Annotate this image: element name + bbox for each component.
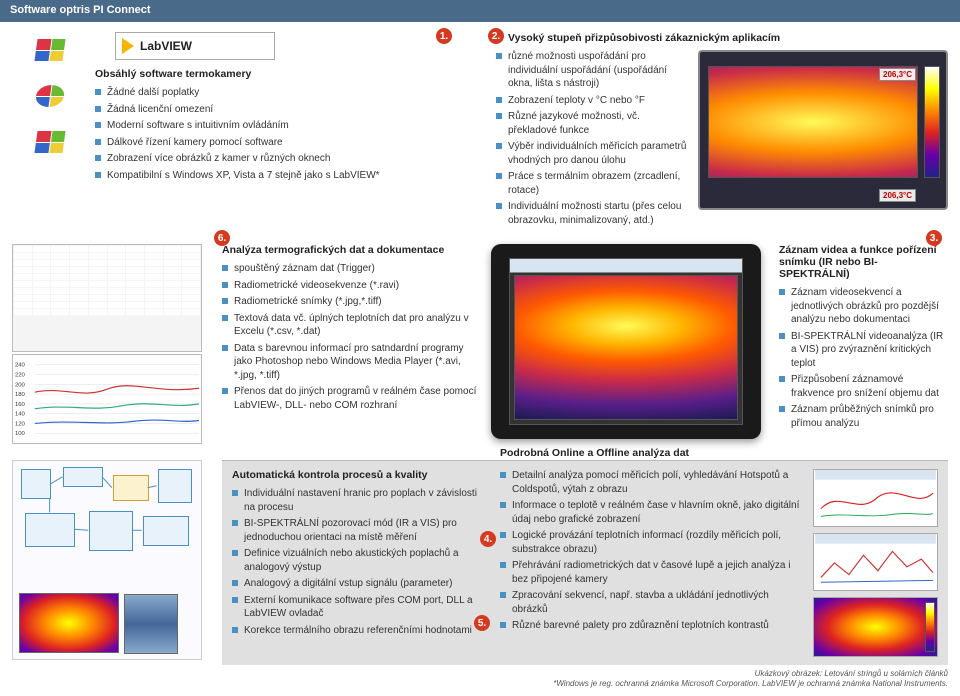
list-item: Individuální nastavení hranic pro poplac… — [232, 487, 482, 514]
labview-text: LabVIEW — [140, 39, 192, 53]
list-item: Moderní software s intuitivním ovládáním — [95, 119, 482, 133]
list-item: Zobrazení více obrázků z kamer v různých… — [95, 152, 482, 166]
header-title: Software optris PI Connect — [10, 4, 151, 16]
trend-chart: 240 220 200 180 160 140 120 100 — [12, 354, 202, 444]
data-visual-block: 240 220 200 180 160 140 120 100 — [12, 244, 202, 444]
s1-right-list: různé možnosti uspořádání pro individuál… — [496, 50, 690, 230]
footnote-line: Ukázkový obrázek: Letování stringů u sol… — [222, 669, 948, 679]
labview-icon — [122, 38, 134, 54]
temp-label: 206,3°C — [879, 68, 916, 81]
badge-4: 4. — [480, 531, 496, 547]
s3-right-title: Podrobná Online a Offline analýza dat — [500, 447, 938, 459]
tablet-toolbar — [510, 259, 742, 273]
content-area: LabVIEW Obsáhlý software termokamery Žád… — [0, 22, 960, 696]
s3-right-list: Detailní analýza pomocí měřicích polí, v… — [500, 469, 803, 657]
s2-right-title: Záznam videa a funkce pořízení snímku (I… — [779, 244, 948, 280]
process-diagram — [12, 460, 202, 660]
list-item: Dálkové řízení kamery pomocí software — [95, 136, 482, 150]
list-item: spouštěný záznam dat (Trigger) — [222, 262, 477, 276]
labview-logo: LabVIEW — [115, 32, 275, 60]
list-item: Data s barevnou informací pro satndardní… — [222, 342, 477, 383]
thermal-image — [19, 593, 119, 653]
tablet-device — [491, 244, 761, 439]
right-previews — [813, 469, 938, 657]
list-item: Textová data vč. úplných teplotních dat … — [222, 312, 477, 339]
list-item: Externí komunikace software přes COM por… — [232, 594, 482, 621]
list-item: Individuální možnosti startu (přes celou… — [496, 200, 690, 227]
list-item: různé možnosti uspořádání pro individuál… — [496, 50, 690, 91]
mini-thermal — [813, 597, 938, 657]
list-item: Záznam průběžných snímků pro přímou anal… — [779, 403, 948, 430]
section-3: Automatická kontrola procesů a kvality I… — [12, 460, 948, 690]
list-item: Zobrazení teploty v °C nebo °F — [496, 94, 690, 108]
section-1: LabVIEW Obsáhlý software termokamery Žád… — [12, 32, 948, 230]
svg-text:140: 140 — [15, 412, 26, 418]
s3-left-title: Automatická kontrola procesů a kvality — [232, 469, 482, 481]
grey-box: Automatická kontrola procesů a kvality I… — [222, 460, 948, 665]
s1-left-list: Žádné další poplatky Žádná licenční omez… — [95, 86, 482, 182]
list-item: Informace o teplotě v reálném čase v hla… — [500, 499, 803, 526]
list-item: Přehrávání radiometrických dat v časové … — [500, 559, 803, 586]
list-item: Záznam videosekvencí a jednotlivých obrá… — [779, 286, 948, 327]
thermal-image — [514, 275, 738, 420]
list-item: BI-SPEKTRÁLNÍ pozorovací mód (IR a VIS) … — [232, 517, 482, 544]
list-item: Výběr individuálních měřicích parametrů … — [496, 140, 690, 167]
s1-left-title: Obsáhlý software termokamery — [95, 68, 482, 80]
badge-3: 3. — [926, 230, 942, 246]
windows-vista-logo — [20, 78, 80, 114]
list-item: Přizpůsobení záznamové frakvence pro sní… — [779, 373, 948, 400]
temp-label: 206,3°C — [879, 189, 916, 202]
svg-text:220: 220 — [15, 373, 26, 379]
list-item: Definice vizuálních nebo akustických pop… — [232, 547, 482, 574]
list-item: Různé barevné palety pro zdůraznění tepl… — [500, 619, 803, 633]
list-item: Žádné další poplatky — [95, 86, 482, 100]
list-item: Práce s termálním obrazem (zrcadlení, ro… — [496, 170, 690, 197]
svg-text:200: 200 — [15, 382, 26, 388]
windows-xp-logo — [20, 32, 80, 68]
badge-1: 1. — [436, 28, 452, 44]
spreadsheet-preview — [12, 244, 202, 352]
section-2: 240 220 200 180 160 140 120 100 6. Analý… — [12, 244, 948, 444]
thermal-image — [708, 66, 918, 178]
windows-7-logo — [20, 124, 80, 160]
mini-chart-1 — [813, 469, 938, 527]
tablet-screen — [509, 258, 743, 425]
list-item: Radiometrické snímky (*.jpg,*.tiff) — [222, 295, 477, 309]
s3-left-list: Individuální nastavení hranic pro poplac… — [232, 487, 482, 637]
list-item: BI-SPEKTRÁLNÍ videoanalýza (IR a VIS) pr… — [779, 330, 948, 371]
s1-right-title: Vysoký stupeň přizpůsobivosti zákaznický… — [496, 32, 948, 44]
badge-2: 2. — [488, 28, 504, 44]
list-item: Různé jazykové možnosti, vč. překladové … — [496, 110, 690, 137]
svg-text:160: 160 — [15, 402, 26, 408]
list-item: Logické provázání teplotních informací (… — [500, 529, 803, 556]
list-item: Analogový a digitální vstup signálu (par… — [232, 577, 482, 591]
footnote: Ukázkový obrázek: Letování stringů u sol… — [222, 669, 948, 690]
footnote-line: *Windows je reg. ochranná známka Microso… — [222, 679, 948, 689]
mini-chart-2 — [813, 533, 938, 591]
badge-5: 5. — [474, 615, 490, 631]
list-item: Přenos dat do jiných programů v reálném … — [222, 385, 477, 412]
list-item: Korekce termálního obrazu referenčními h… — [232, 624, 482, 638]
header-bar: Software optris PI Connect — [0, 0, 960, 22]
svg-text:240: 240 — [15, 363, 26, 369]
list-item: Radiometrické videosekvenze (*.ravi) — [222, 279, 477, 293]
list-item: Kompatibilní s Windows XP, Vista a 7 ste… — [95, 169, 482, 183]
svg-text:100: 100 — [15, 431, 26, 437]
svg-text:120: 120 — [15, 421, 26, 427]
list-item: Žádná licenční omezení — [95, 103, 482, 117]
color-scale — [924, 66, 940, 178]
s2-left-list: spouštěný záznam dat (Trigger) Radiometr… — [222, 262, 477, 412]
badge-6: 6. — [214, 230, 230, 246]
s2-right-list: Záznam videosekvencí a jednotlivých obrá… — [779, 286, 948, 430]
thermal-preview-1: 206,3°C 206,3°C — [698, 50, 948, 210]
os-logos — [12, 32, 87, 230]
svg-text:180: 180 — [15, 392, 26, 398]
list-item: Detailní analýza pomocí měřicích polí, v… — [500, 469, 803, 496]
list-item: Zpracování sekvencí, např. stavba a uklá… — [500, 589, 803, 616]
s2-left-title: Analýza termografických dat a dokumentac… — [222, 244, 477, 256]
